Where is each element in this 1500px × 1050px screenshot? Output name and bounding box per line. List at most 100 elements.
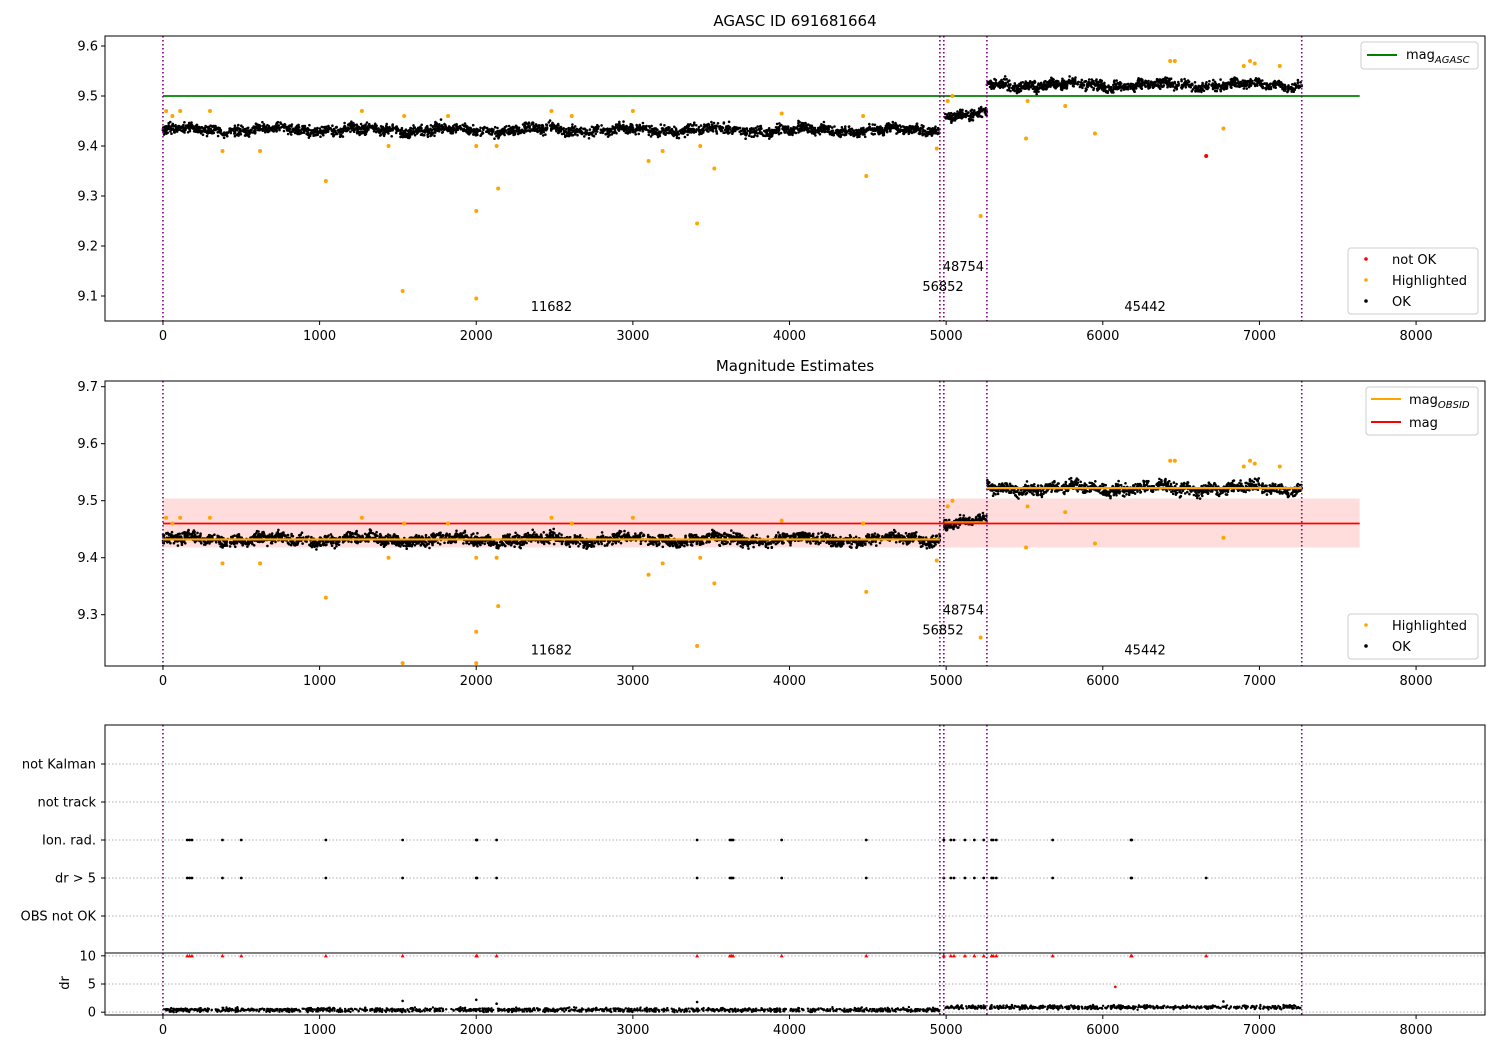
- ok-point: [847, 128, 851, 132]
- ok-point: [380, 133, 383, 136]
- ok-point: [627, 128, 630, 132]
- ok-point: [970, 118, 973, 122]
- ok-point: [656, 131, 660, 135]
- ok-point: [785, 125, 788, 129]
- ok-point: [465, 124, 468, 128]
- ok-point: [1096, 89, 1099, 92]
- ok-point: [216, 534, 219, 538]
- ok-point: [187, 126, 190, 129]
- ok-point: [1092, 88, 1095, 92]
- ok-point: [312, 134, 315, 137]
- ok-point: [170, 132, 173, 135]
- ok-point: [549, 129, 553, 132]
- ok-point: [671, 132, 674, 136]
- ok-point: [814, 129, 818, 132]
- ok-point: [239, 132, 242, 135]
- ok-point: [261, 129, 265, 132]
- ok-point: [462, 127, 466, 131]
- ok-point: [871, 127, 874, 130]
- ok-point: [845, 131, 848, 134]
- ok-point: [372, 127, 375, 131]
- ok-point: [279, 126, 283, 129]
- ok-point: [1165, 83, 1169, 86]
- ok-point: [523, 126, 527, 130]
- ok-point: [1149, 80, 1153, 83]
- ok-point: [254, 131, 257, 134]
- ok-point: [216, 134, 220, 138]
- ok-point: [1172, 89, 1176, 92]
- ok-point: [550, 126, 554, 129]
- ok-point: [896, 130, 900, 134]
- ok-point: [437, 127, 441, 131]
- ok-point: [861, 133, 864, 136]
- ok-point: [744, 133, 748, 137]
- ok-point: [843, 133, 846, 137]
- highlighted-point: [945, 99, 950, 103]
- ok-point: [928, 131, 931, 134]
- ok-point: [403, 135, 407, 138]
- ok-point: [930, 132, 933, 136]
- ok-point: [606, 130, 610, 133]
- panel-magnitude-estimates: Magnitude Estimates 11682568524875445442…: [77, 357, 1486, 689]
- ok-point: [1068, 75, 1071, 78]
- ok-point: [1200, 84, 1204, 87]
- ok-point: [762, 134, 766, 137]
- ok-point: [691, 127, 694, 131]
- highlighted-point: [258, 149, 263, 153]
- ok-point: [523, 121, 526, 125]
- highlighted-point: [220, 149, 225, 153]
- ok-point: [1127, 85, 1131, 88]
- highlighted-point: [1168, 59, 1173, 63]
- ok-point: [310, 535, 313, 539]
- ok-point: [613, 129, 617, 133]
- ok-point: [818, 132, 822, 136]
- ok-point: [1019, 83, 1023, 86]
- ok-point: [949, 111, 953, 115]
- ok-point: [1037, 86, 1041, 90]
- ok-point: [692, 123, 696, 126]
- ok-point: [502, 128, 506, 131]
- ok-point: [839, 535, 842, 539]
- ok-point: [597, 125, 600, 128]
- ok-point: [918, 128, 922, 131]
- ok-point: [427, 132, 430, 135]
- ok-point: [297, 123, 300, 127]
- ok-point: [1021, 81, 1024, 84]
- panel2-title: Magnitude Estimates: [716, 357, 874, 375]
- ok-point: [1148, 85, 1152, 89]
- ok-point: [912, 130, 916, 134]
- ok-point: [779, 131, 783, 135]
- ok-point: [253, 128, 257, 131]
- ok-point: [325, 128, 329, 132]
- ok-point: [1271, 82, 1275, 85]
- ok-point: [901, 542, 905, 545]
- ok-point: [1164, 78, 1168, 82]
- ok-point: [226, 131, 230, 134]
- ok-point: [243, 130, 246, 134]
- ok-point: [1080, 78, 1084, 82]
- ok-point: [1147, 79, 1150, 83]
- ok-point: [475, 128, 479, 131]
- highlighted-point: [1252, 61, 1257, 66]
- ok-point: [1089, 81, 1093, 85]
- ok-point: [167, 124, 170, 127]
- ok-point: [199, 129, 203, 132]
- ok-point: [306, 127, 310, 130]
- ok-point: [312, 131, 315, 135]
- ok-point: [1162, 77, 1165, 81]
- ok-point: [701, 130, 705, 134]
- highlighted-point: [698, 144, 703, 148]
- ok-point: [686, 133, 689, 137]
- ok-point: [936, 126, 940, 130]
- ok-point: [595, 127, 598, 131]
- ok-point: [433, 131, 437, 134]
- ok-point: [647, 125, 651, 128]
- ok-point: [615, 126, 619, 129]
- ok-point: [517, 131, 521, 135]
- highlighted-point: [660, 149, 665, 153]
- ok-point: [854, 535, 858, 539]
- ok-point: [203, 126, 207, 130]
- ok-point: [948, 117, 951, 121]
- ok-point: [262, 126, 265, 130]
- ok-point: [898, 128, 901, 132]
